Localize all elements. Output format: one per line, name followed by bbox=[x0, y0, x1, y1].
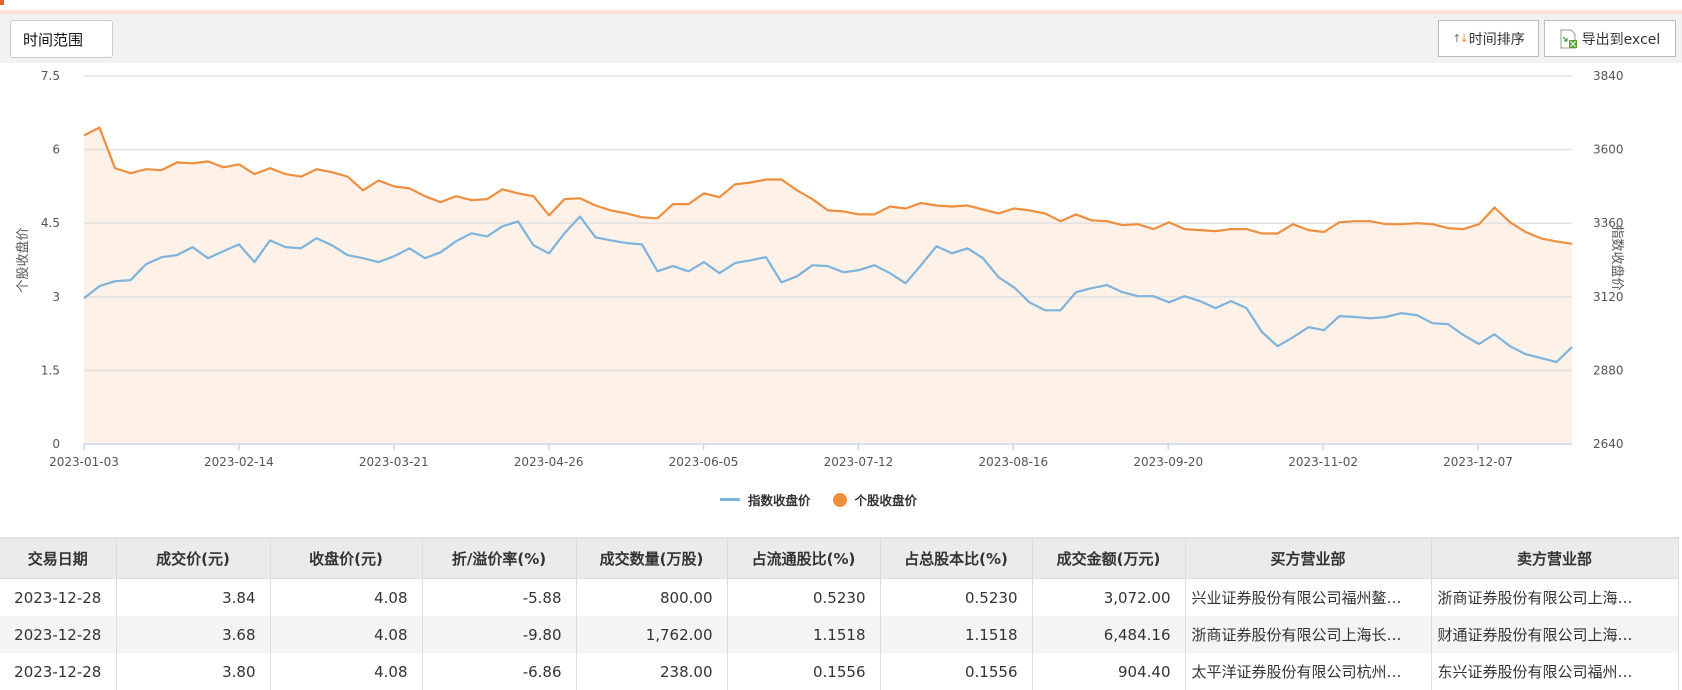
cell-total-ratio: 0.1556 bbox=[880, 653, 1033, 690]
cell-close-price: 4.08 bbox=[270, 616, 423, 653]
y-right-tick-label: 3840 bbox=[1593, 69, 1624, 83]
x-tick-label: 2023-08-16 bbox=[978, 455, 1048, 469]
cell-total-ratio: 1.1518 bbox=[880, 616, 1033, 653]
cell-volume: 800.00 bbox=[576, 578, 728, 616]
cell-trade-price: 3.68 bbox=[116, 616, 271, 653]
cell-premium-rate: -5.88 bbox=[422, 578, 577, 616]
y-right-tick-label: 3360 bbox=[1593, 216, 1624, 230]
y-left-tick-label: 3 bbox=[52, 290, 60, 304]
legend-line-icon bbox=[720, 498, 740, 501]
cell-trade-date: 2023-12-28 bbox=[0, 578, 117, 616]
y-left-tick-label: 0 bbox=[52, 437, 60, 451]
y-right-axis-title: 指数收盘价 bbox=[1609, 225, 1625, 290]
time-range-label: 时间范围 bbox=[23, 30, 84, 49]
sort-arrows-icon: ↑↓ bbox=[1452, 32, 1469, 45]
y-left-tick-label: 7.5 bbox=[41, 69, 60, 83]
x-tick-label: 2023-09-20 bbox=[1133, 455, 1203, 469]
time-range-button[interactable]: 时间范围 bbox=[10, 20, 113, 58]
legend-item-index[interactable]: 指数收盘价 bbox=[720, 490, 811, 509]
cell-volume: 1,762.00 bbox=[576, 616, 728, 653]
y-left-tick-label: 6 bbox=[52, 143, 60, 157]
table-row: 2023-12-28 3.80 4.08 -6.86 238.00 0.1556 0.155… bbox=[0, 653, 1679, 690]
cell-seller[interactable]: 财通证券股份有限公司上海… bbox=[1431, 616, 1679, 653]
y-right-tick-label: 3120 bbox=[1593, 290, 1624, 304]
cell-premium-rate: -9.80 bbox=[422, 616, 577, 653]
table-row: 2023-12-28 3.84 4.08 -5.88 800.00 0.5230 0.523… bbox=[0, 578, 1679, 616]
chart-legend: 指数收盘价 个股收盘价 bbox=[720, 490, 939, 509]
x-tick-label: 2023-01-03 bbox=[49, 455, 119, 469]
legend-label-index: 指数收盘价 bbox=[748, 493, 811, 508]
cell-premium-rate: -6.86 bbox=[422, 653, 577, 690]
cell-amount: 904.40 bbox=[1032, 653, 1186, 690]
block-trade-table: 交易日期 成交价(元) 收盘价(元) 折/溢价率(%) 成交数量(万股) 占流通… bbox=[0, 537, 1679, 690]
y-right-tick-label: 3600 bbox=[1593, 143, 1624, 157]
cell-buyer[interactable]: 兴业证券股份有限公司福州鳌… bbox=[1185, 578, 1432, 616]
x-tick-label: 2023-06-05 bbox=[669, 455, 739, 469]
y-left-tick-label: 1.5 bbox=[41, 363, 60, 377]
index-close-line bbox=[83, 215, 1573, 364]
table-row: 2023-12-28 3.68 4.08 -9.80 1,762.00 1.1518 1.1… bbox=[0, 616, 1679, 653]
time-sort-button[interactable]: ↑↓ 时间排序 bbox=[1438, 20, 1539, 57]
legend-dot-icon bbox=[832, 492, 847, 507]
cell-total-ratio: 0.5230 bbox=[880, 578, 1033, 616]
col-seller[interactable]: 卖方营业部 bbox=[1431, 538, 1679, 579]
col-trade-date[interactable]: 交易日期 bbox=[0, 538, 117, 579]
time-sort-label: 时间排序 bbox=[1468, 31, 1525, 48]
cell-amount: 3,072.00 bbox=[1032, 578, 1186, 616]
cell-close-price: 4.08 bbox=[270, 578, 423, 616]
excel-file-icon bbox=[1560, 29, 1578, 49]
export-excel-label: 导出到excel bbox=[1581, 31, 1661, 48]
cell-buyer[interactable]: 浙商证券股份有限公司上海长… bbox=[1185, 616, 1432, 653]
table-header-row: 交易日期 成交价(元) 收盘价(元) 折/溢价率(%) 成交数量(万股) 占流通… bbox=[0, 538, 1679, 579]
y-right-tick-label: 2640 bbox=[1593, 437, 1624, 451]
export-excel-button[interactable]: 导出到excel bbox=[1544, 20, 1676, 57]
stock-area-fill bbox=[84, 127, 1572, 444]
y-left-tick-label: 4.5 bbox=[41, 216, 60, 230]
section-divider bbox=[0, 10, 1682, 14]
cell-float-ratio: 1.1518 bbox=[727, 616, 881, 653]
y-right-tick-label: 2880 bbox=[1593, 363, 1624, 377]
cell-trade-price: 3.84 bbox=[116, 578, 271, 616]
x-tick-label: 2023-12-07 bbox=[1443, 455, 1513, 469]
x-tick-label: 2023-02-14 bbox=[204, 455, 274, 469]
y-left-axis-title: 个股收盘价 bbox=[15, 227, 31, 292]
stock-close-line bbox=[83, 126, 1573, 245]
x-tick-label: 2023-03-21 bbox=[359, 455, 429, 469]
section-title-accent bbox=[0, 0, 4, 5]
cell-buyer[interactable]: 太平洋证券股份有限公司杭州… bbox=[1185, 653, 1432, 690]
cell-float-ratio: 0.1556 bbox=[727, 653, 881, 690]
col-total-ratio[interactable]: 占总股本比(%) bbox=[880, 538, 1033, 579]
col-amount[interactable]: 成交金额(万元) bbox=[1032, 538, 1186, 579]
col-float-ratio[interactable]: 占流通股比(%) bbox=[727, 538, 881, 579]
cell-seller[interactable]: 东兴证券股份有限公司福州… bbox=[1431, 653, 1679, 690]
cell-close-price: 4.08 bbox=[270, 653, 423, 690]
cell-float-ratio: 0.5230 bbox=[727, 578, 881, 616]
toolbar: 时间范围 ↑↓ 时间排序 导出到excel bbox=[0, 14, 1682, 63]
cell-trade-price: 3.80 bbox=[116, 653, 271, 690]
col-premium-rate[interactable]: 折/溢价率(%) bbox=[422, 538, 577, 579]
cell-trade-date: 2023-12-28 bbox=[0, 653, 117, 690]
x-tick-label: 2023-04-26 bbox=[514, 455, 584, 469]
x-tick-label: 2023-07-12 bbox=[824, 455, 894, 469]
col-volume[interactable]: 成交数量(万股) bbox=[576, 538, 728, 579]
x-tick-label: 2023-11-02 bbox=[1288, 455, 1358, 469]
col-trade-price[interactable]: 成交价(元) bbox=[116, 538, 271, 579]
legend-item-stock[interactable]: 个股收盘价 bbox=[832, 490, 918, 509]
cell-amount: 6,484.16 bbox=[1032, 616, 1186, 653]
cell-seller[interactable]: 浙商证券股份有限公司上海… bbox=[1431, 578, 1679, 616]
cell-volume: 238.00 bbox=[576, 653, 728, 690]
col-close-price[interactable]: 收盘价(元) bbox=[270, 538, 423, 579]
legend-label-stock: 个股收盘价 bbox=[854, 493, 918, 508]
price-line-chart: 0 1.5 3 4.5 6 7.5 2640 2880 3120 3360 3600 3840 2023… bbox=[15, 69, 1625, 469]
cell-trade-date: 2023-12-28 bbox=[0, 616, 117, 653]
col-buyer[interactable]: 买方营业部 bbox=[1185, 538, 1432, 579]
